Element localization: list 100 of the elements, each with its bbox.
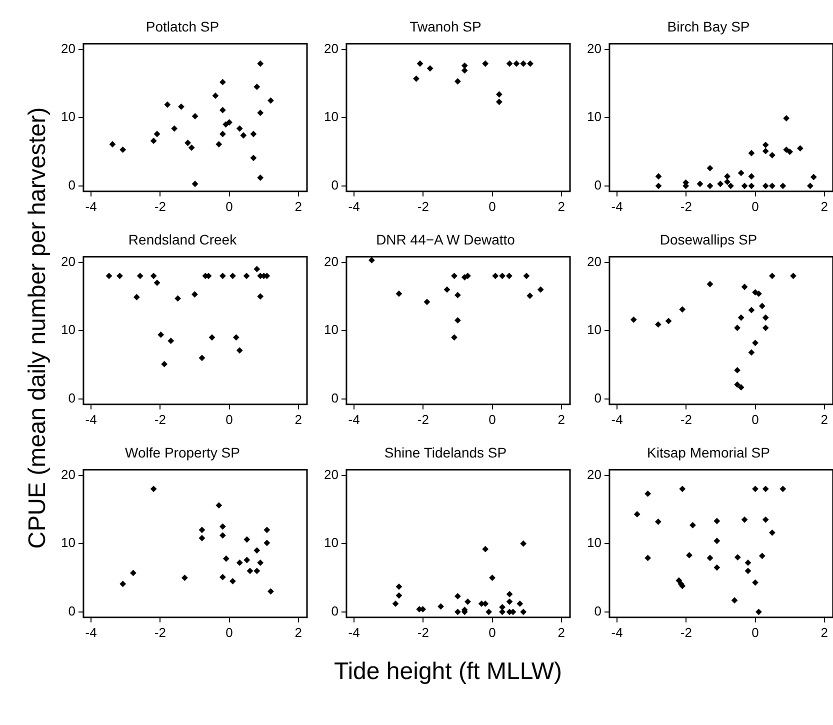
point [106,272,112,280]
point [426,65,434,72]
x-tick-label: -4 [611,198,623,214]
point [513,60,520,67]
point [220,532,226,539]
x-tick-label: 0 [488,198,496,214]
x-tick-label: -4 [348,624,360,640]
point [762,486,769,492]
point [768,182,776,190]
point [780,486,786,492]
y-tick-label: 0 [68,178,76,193]
point [523,272,530,280]
point [264,540,270,546]
point [257,60,264,67]
point [246,568,254,574]
point [257,560,264,566]
point [254,568,260,574]
point [630,316,637,323]
point [482,546,489,552]
y-tick-label: 10 [324,535,338,550]
point [537,286,544,293]
x-tick-label: 0 [488,624,496,640]
point [655,182,662,190]
point [762,314,769,321]
point [499,272,506,280]
y-tick-label: 20 [60,40,76,56]
point [516,600,524,607]
point [520,608,527,616]
x-tick-label: -2 [680,412,692,427]
point [268,588,274,595]
point [752,486,758,492]
point [654,518,662,525]
x-tick-label: 2 [294,412,302,427]
point [368,257,375,264]
point [181,574,188,581]
point [734,367,740,374]
point [264,526,270,534]
point [174,295,181,302]
y-tick-label: 0 [331,178,338,193]
point [752,340,758,346]
y-tick-label: 10 [60,109,76,124]
point [706,164,714,172]
point [161,360,168,368]
point [243,272,250,280]
point [226,119,232,126]
point [496,91,502,98]
point [748,306,755,314]
point [734,381,740,388]
point [438,603,444,610]
point [212,92,219,99]
point [461,62,468,69]
x-tick-label: -4 [85,412,97,427]
point [706,554,714,562]
point [198,354,206,362]
y-axis-title: CPUE (mean daily number per harvester) [23,106,52,551]
chart-title: DNR 44−A W Dewatto [376,231,516,248]
x-tick-label: 2 [820,624,828,640]
point [220,272,226,280]
x-tick-label: 0 [752,198,759,214]
point [741,516,748,523]
point [506,272,512,280]
x-tick-label: 0 [752,624,759,640]
point [396,583,402,590]
point [116,272,123,280]
point [150,138,157,144]
point [444,286,450,293]
x-axis-title: Tide height (ft MLLW) [332,658,564,686]
point [184,140,191,146]
point [451,334,458,341]
chart-title: Rendsland Creek [128,231,238,248]
x-tick-label: 2 [294,624,302,640]
y-tick-label: 10 [324,109,338,124]
point [644,490,652,497]
point [796,145,804,152]
y-tick-label: 10 [324,322,338,338]
point [748,173,755,180]
point [216,141,222,148]
point [506,598,513,605]
point [748,150,755,156]
point [762,148,769,154]
x-tick-label: 2 [558,412,565,427]
y-tick-label: 0 [594,390,602,406]
point [654,321,662,328]
x-tick-label: -4 [85,624,97,640]
point [454,78,461,85]
point [714,538,720,544]
point [220,574,226,580]
x-tick-label: -2 [680,198,692,214]
point [506,60,513,67]
point [756,608,762,616]
point [762,516,769,523]
point [220,106,226,114]
point [748,349,755,356]
y-tick-label: 0 [331,604,338,619]
point [254,84,260,90]
point [192,291,198,298]
point [762,324,769,332]
x-tick-label: -4 [85,198,97,214]
point [686,552,692,558]
point [222,555,230,562]
